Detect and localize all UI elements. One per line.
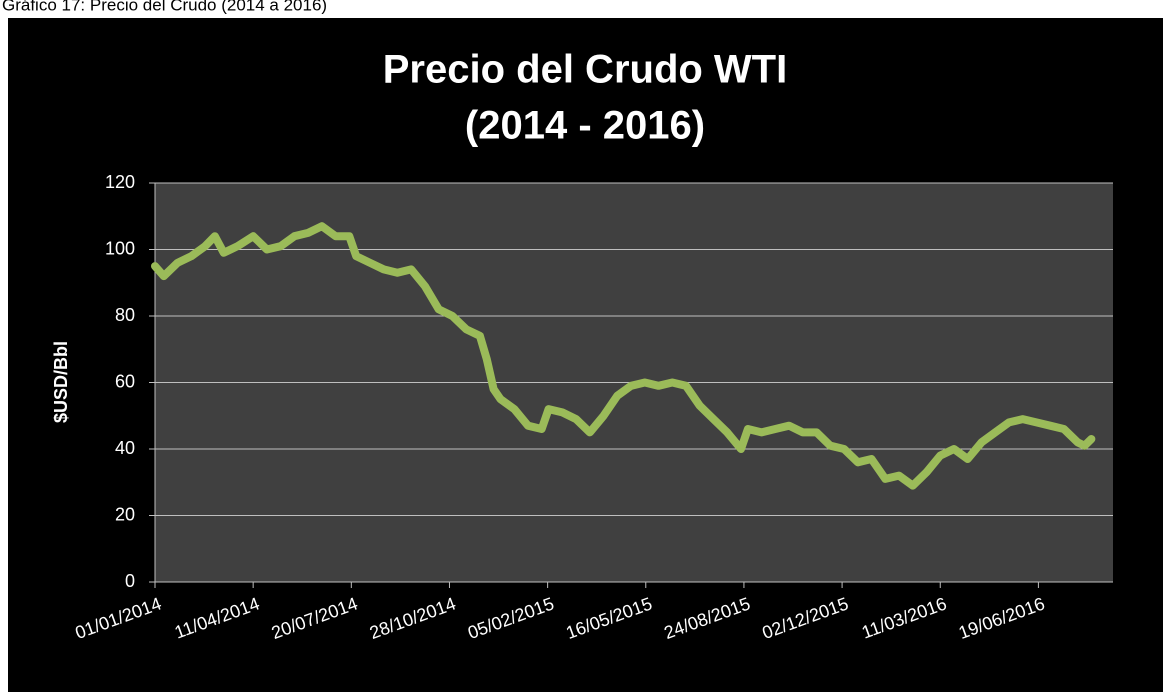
y-tick-label: 20	[115, 504, 135, 524]
y-axis-label: $USD/Bbl	[51, 341, 71, 423]
y-tick-label: 120	[105, 172, 135, 192]
y-tick-label: 100	[105, 238, 135, 258]
y-tick-label: 0	[125, 571, 135, 591]
y-tick-label: 60	[115, 371, 135, 391]
y-tick-label: 40	[115, 438, 135, 458]
chart-title: Precio del Crudo WTI	[383, 48, 787, 92]
data-line	[151, 222, 1096, 490]
caption: Gráfico 17: Precio del Crudo (2014 a 201…	[2, 0, 327, 14]
chart-subtitle: (2014 - 2016)	[465, 104, 705, 148]
y-tick-label: 80	[115, 305, 135, 325]
